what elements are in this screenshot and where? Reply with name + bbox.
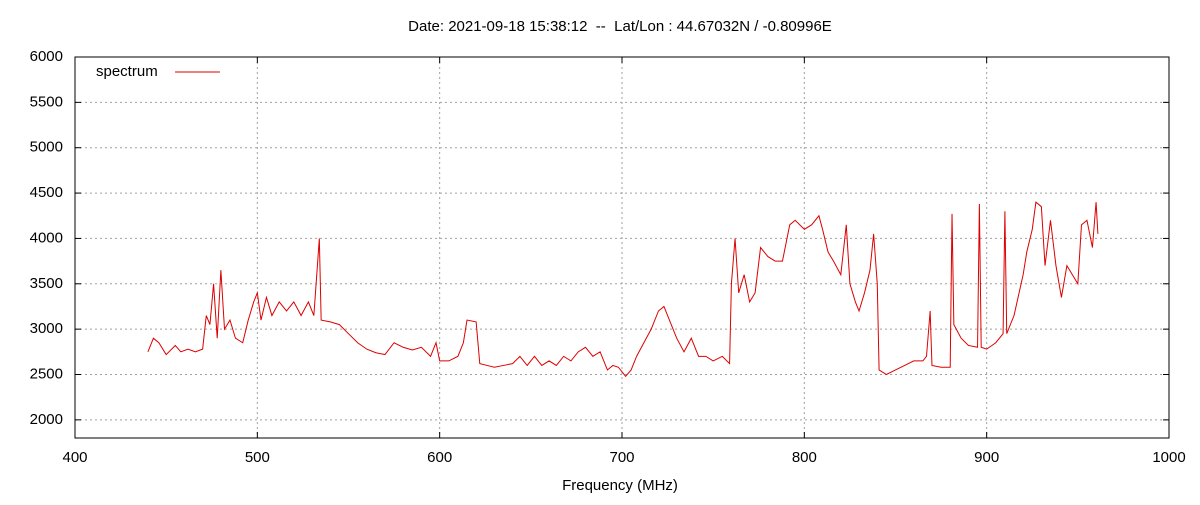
y-tick-label: 6000: [30, 48, 63, 65]
y-tick-label: 5500: [30, 93, 63, 110]
data-line: [147, 201, 1099, 378]
x-tick-label: 500: [245, 449, 270, 466]
y-tick-label: 3000: [30, 320, 63, 337]
y-tick-label: 2000: [30, 411, 63, 428]
y-tick-label: 2500: [30, 365, 63, 382]
x-tick-label: 700: [609, 449, 634, 466]
plot-frame: [74, 56, 1170, 439]
y-tick-label: 4500: [30, 184, 63, 201]
x-axis-label: Frequency (MHz): [562, 477, 678, 494]
x-tick-label: 400: [62, 449, 87, 466]
x-tick-label: 800: [792, 449, 817, 466]
y-tick-label: 4000: [30, 229, 63, 246]
y-tick-label: 3500: [30, 275, 63, 292]
x-tick-label: 1000: [1152, 449, 1185, 466]
legend-label: spectrum: [96, 63, 158, 80]
y-tick-label: 5000: [30, 139, 63, 156]
x-tick-label: 900: [974, 449, 999, 466]
chart-title: Date: 2021-09-18 15:38:12 -- Lat/Lon : 4…: [408, 18, 832, 35]
x-tick-label: 600: [427, 449, 452, 466]
